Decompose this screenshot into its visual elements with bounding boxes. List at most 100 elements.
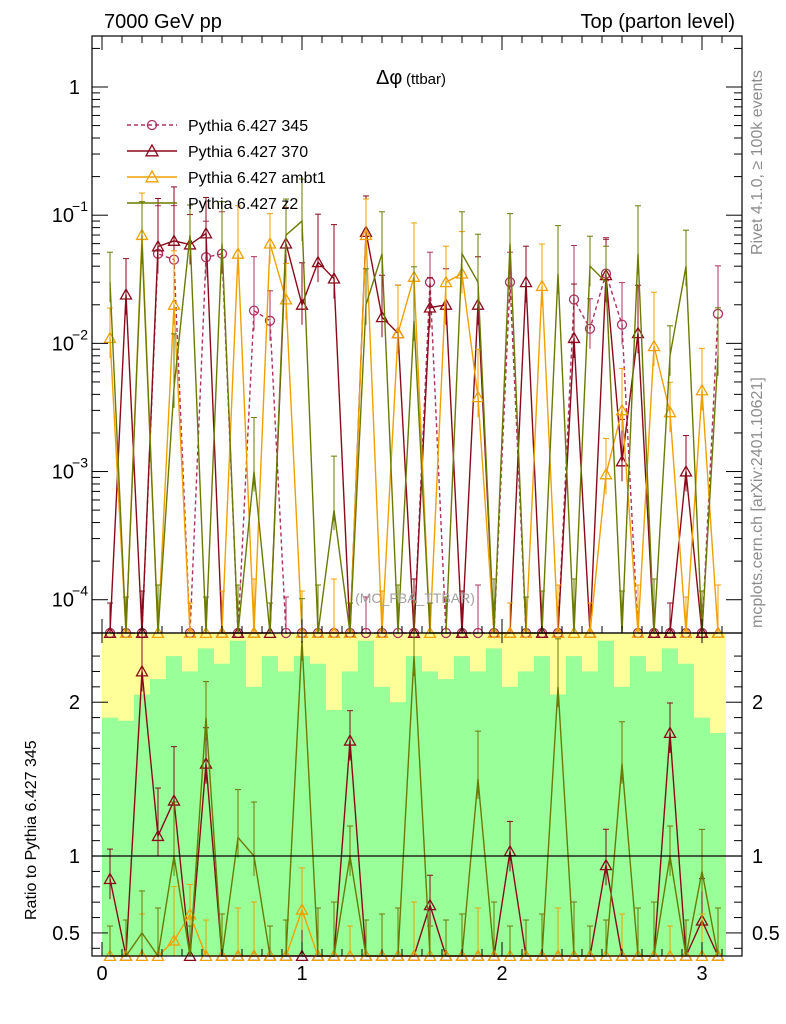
main-series-1-point — [327, 271, 341, 284]
y-tick-exponent: −3 — [72, 455, 88, 471]
band-green-bin — [214, 663, 230, 956]
legend-marker — [144, 169, 160, 183]
x-tick-label: 0 — [96, 963, 107, 985]
chart-title-main: Δφ — [376, 67, 402, 89]
ratio-series-0-point — [343, 733, 357, 746]
ratio-y-tick-label-right: 0.5 — [752, 923, 780, 945]
band-green-bin — [182, 671, 198, 956]
main-plot-series — [103, 178, 725, 639]
main-series-1-point — [311, 255, 325, 268]
ratio-y-tick-label-right: 2 — [752, 692, 763, 714]
band-green-bin — [678, 663, 694, 956]
main-series-0-point — [248, 305, 260, 316]
band-green-bin — [518, 671, 534, 956]
band-green-bin — [582, 671, 598, 956]
y-tick-exponent: −4 — [72, 583, 88, 599]
ratio-y-tick-label-right: 1 — [752, 846, 763, 868]
chart-title-sub: (ttbar) — [406, 71, 446, 88]
band-green-bin — [358, 640, 374, 956]
main-series-2-point — [439, 275, 453, 288]
band-green-bin — [630, 656, 646, 956]
band-green-bin — [438, 679, 454, 956]
main-series-2-point — [599, 467, 613, 480]
y-tick-exponent: −1 — [72, 198, 88, 214]
main-series-0-point — [264, 315, 276, 326]
legend-marker — [146, 119, 158, 131]
band-green-bin — [374, 686, 390, 956]
main-series-1-point — [519, 275, 533, 288]
ratio-ylabel: Ratio to Pythia 6.427 345 — [23, 740, 40, 920]
band-green-bin — [614, 686, 630, 956]
band-green-bin — [134, 694, 150, 956]
band-green-bin — [486, 648, 502, 956]
ratio-series-0-point — [103, 872, 117, 885]
band-green-bin — [646, 671, 662, 956]
source-label: mcplots.cern.ch [arXiv:2401.10621] — [749, 377, 766, 628]
main-series-2-point — [263, 236, 277, 249]
x-tick-label: 2 — [496, 963, 507, 985]
main-series-0-line — [110, 252, 719, 634]
band-green-bin — [278, 671, 294, 956]
legend-label: Pythia 6.427 370 — [188, 144, 308, 161]
legend-label: Pythia 6.427 345 — [188, 118, 308, 135]
y-tick-label: 1 — [69, 77, 80, 99]
band-green-bin — [454, 656, 470, 956]
y-tick-label: 10 — [52, 333, 74, 355]
band-green-bin — [534, 656, 550, 956]
y-tick-exponent: −2 — [72, 326, 88, 342]
main-series-2-point — [471, 390, 485, 403]
main-series-1-point — [151, 239, 165, 252]
legend-label: Pythia 6.427 z2 — [188, 196, 298, 213]
rivet-label: Rivet 4.1.0, ≥ 100k events — [749, 70, 766, 255]
main-series-1-point — [199, 226, 213, 239]
legend: Pythia 6.427 345 Pythia 6.427 370 Pythia 6… — [127, 118, 326, 213]
ratio-series-0-point — [663, 726, 677, 739]
ratio-y-tick-label: 0.5 — [52, 923, 80, 945]
main-series-0-point — [504, 277, 516, 288]
main-series-1-point — [423, 300, 437, 313]
main-series-2-point — [615, 403, 629, 416]
main-series-1-point — [679, 464, 693, 477]
ratio-y-tick-label: 2 — [69, 692, 80, 714]
ratio-series-0-point — [151, 829, 165, 842]
main-series-1-point — [167, 234, 181, 246]
legend-marker — [144, 143, 160, 157]
main-series-2-point — [695, 383, 709, 396]
legend-label: Pythia 6.427 ambt1 — [188, 170, 326, 187]
x-tick-label: 1 — [296, 963, 307, 985]
band-green-bin — [598, 640, 614, 956]
ratio-series-0-point — [599, 858, 613, 871]
band-green-bin — [262, 656, 278, 956]
band-green-bin — [198, 648, 214, 956]
y-tick-label: 10 — [52, 590, 74, 612]
main-series-1-point — [119, 287, 133, 300]
main-series-2-point — [167, 297, 181, 310]
energy-label: 7000 GeV pp — [104, 11, 222, 33]
ratio-series-1-point — [295, 903, 309, 915]
ratio-series-1-point — [167, 933, 181, 946]
ratio-y-tick-label: 1 — [69, 846, 80, 868]
main-series-0-point — [584, 323, 596, 334]
main-series-2-point — [647, 339, 661, 352]
ratio-series-0-point — [135, 664, 149, 677]
main-series-1-point — [471, 297, 485, 310]
y-tick-label: 10 — [52, 462, 74, 484]
main-series-2-point — [455, 266, 469, 279]
band-green-bin — [102, 717, 118, 956]
main-series-0-point — [616, 319, 628, 330]
main-series-1-point — [567, 331, 581, 344]
main-series-2-point — [391, 326, 405, 339]
main-series-2-point — [359, 228, 373, 241]
analysis-watermark: (MC_FBA_TTBAR) — [355, 590, 475, 606]
main-series-2-point — [535, 279, 549, 292]
x-tick-label: 3 — [696, 963, 707, 985]
main-series-1-point — [615, 454, 629, 467]
band-green-bin — [470, 671, 486, 956]
main-series-2-point — [231, 246, 245, 259]
main-series-1-point — [439, 297, 453, 310]
axes-ticks: 0 1 2 310−410−310−210−110.5 0.51 12 2 — [52, 36, 780, 985]
band-green-bin — [710, 732, 726, 956]
y-tick-label: 10 — [52, 205, 74, 227]
process-label: Top (parton level) — [580, 11, 735, 33]
